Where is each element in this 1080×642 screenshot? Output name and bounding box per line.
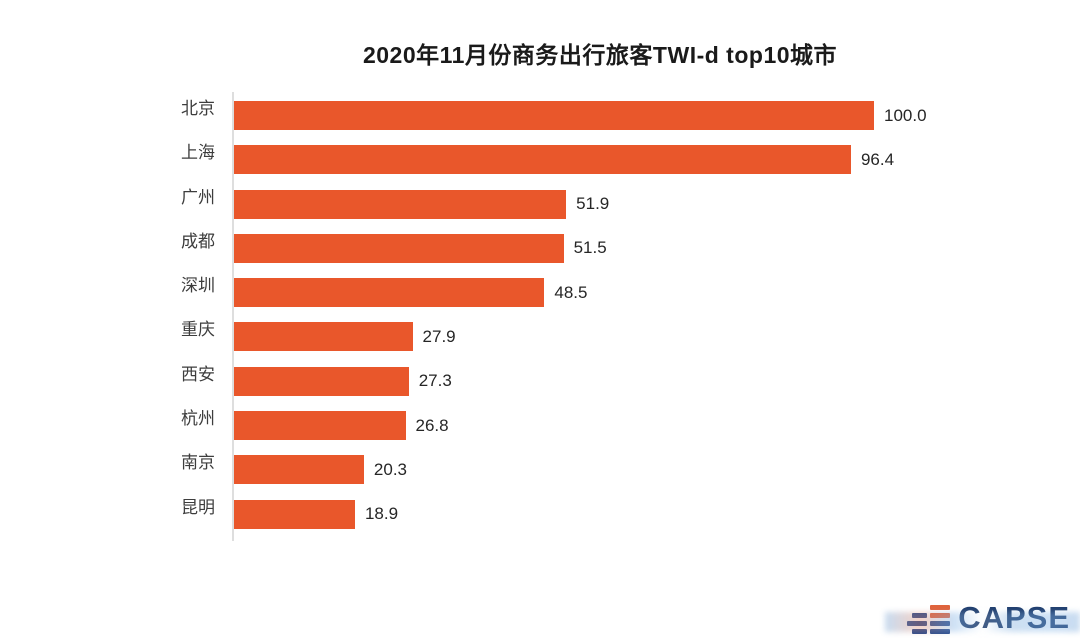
bar-track: 51.5 — [234, 233, 874, 263]
bar-row: 100.0 — [234, 101, 1080, 130]
category-label: 广州 — [181, 187, 215, 207]
category-label-row: 昆明 — [40, 491, 232, 520]
bar-row: 18.9 — [234, 499, 1080, 529]
bar-row: 27.9 — [234, 322, 1080, 352]
bar-track: 18.9 — [234, 499, 874, 529]
logo-stripe-column-right — [930, 605, 951, 634]
bar-track: 20.3 — [234, 455, 874, 485]
bar-row: 96.4 — [234, 145, 1080, 175]
bar-track: 26.8 — [234, 411, 874, 441]
capse-logo-icon — [907, 600, 951, 634]
category-label-row: 西安 — [40, 358, 232, 387]
logo-stripe-column-left — [907, 613, 928, 634]
bar-track: 100.0 — [234, 101, 927, 130]
bar — [234, 499, 355, 529]
bar-track: 51.9 — [234, 189, 874, 219]
chart-title-area: 2020年11月份商务出行旅客TWI-d top10城市 — [120, 36, 1080, 70]
stripe — [930, 629, 951, 634]
bar-row: 26.8 — [234, 411, 1080, 441]
value-label: 51.5 — [573, 238, 607, 258]
category-label-row: 深圳 — [40, 269, 232, 298]
stripe — [930, 613, 951, 618]
bar — [234, 366, 409, 396]
category-label-row: 广州 — [40, 181, 232, 210]
capse-logo: CAPSE — [907, 600, 1070, 634]
category-label: 西安 — [181, 364, 215, 384]
category-label: 南京 — [181, 453, 215, 473]
category-label: 昆明 — [181, 497, 215, 517]
stripe — [912, 629, 928, 634]
bar-track: 48.5 — [234, 278, 874, 308]
category-label: 重庆 — [181, 320, 215, 340]
bar-row: 48.5 — [234, 278, 1080, 308]
value-label: 51.9 — [576, 194, 610, 214]
bar-chart: 北京上海广州成都深圳重庆西安杭州南京昆明 100.0 96.4 51.9 51.5 48… — [40, 92, 1080, 541]
value-label: 96.4 — [860, 149, 895, 169]
category-label: 北京 — [181, 99, 215, 118]
value-label: 26.8 — [415, 415, 449, 435]
bar-row: 27.3 — [234, 366, 1080, 396]
value-label: 48.5 — [554, 282, 588, 302]
category-label: 上海 — [181, 143, 215, 163]
bar — [234, 322, 413, 352]
category-label: 深圳 — [181, 276, 215, 296]
bar — [234, 411, 406, 441]
plot-area: 100.0 96.4 51.9 51.5 48.5 27.9 27.3 26.8 20.3 18.… — [232, 92, 1080, 541]
capse-logo-text: CAPSE — [958, 599, 1070, 635]
category-axis: 北京上海广州成都深圳重庆西安杭州南京昆明 — [40, 92, 232, 541]
category-label-row: 重庆 — [40, 313, 232, 342]
bar-track: 27.9 — [234, 322, 874, 352]
stripe — [912, 613, 928, 618]
bar — [234, 145, 851, 175]
bar — [234, 233, 564, 263]
category-label-row: 杭州 — [40, 402, 232, 431]
bar — [234, 455, 364, 485]
bar — [234, 278, 545, 308]
category-label: 杭州 — [181, 409, 215, 429]
value-label: 27.3 — [418, 371, 452, 391]
bar-track: 96.4 — [234, 145, 894, 175]
stripe — [907, 621, 928, 626]
category-label-row: 上海 — [40, 136, 232, 165]
category-label-row: 南京 — [40, 446, 232, 475]
value-label: 27.9 — [422, 326, 456, 346]
value-label: 18.9 — [364, 504, 399, 524]
chart-title: 2020年11月份商务出行旅客TWI-d top10城市 — [362, 42, 838, 68]
value-label: 20.3 — [373, 459, 407, 479]
bar-track: 27.3 — [234, 366, 874, 396]
stripe — [930, 621, 951, 626]
bar-row: 51.5 — [234, 233, 1080, 263]
bar-row: 51.9 — [234, 189, 1080, 219]
bar — [234, 189, 567, 219]
category-label-row: 北京 — [40, 92, 232, 121]
category-label-row: 成都 — [40, 225, 232, 254]
category-label: 成都 — [181, 231, 215, 251]
bar-row: 20.3 — [234, 455, 1080, 485]
value-label: 100.0 — [884, 105, 927, 125]
bar — [234, 101, 874, 130]
